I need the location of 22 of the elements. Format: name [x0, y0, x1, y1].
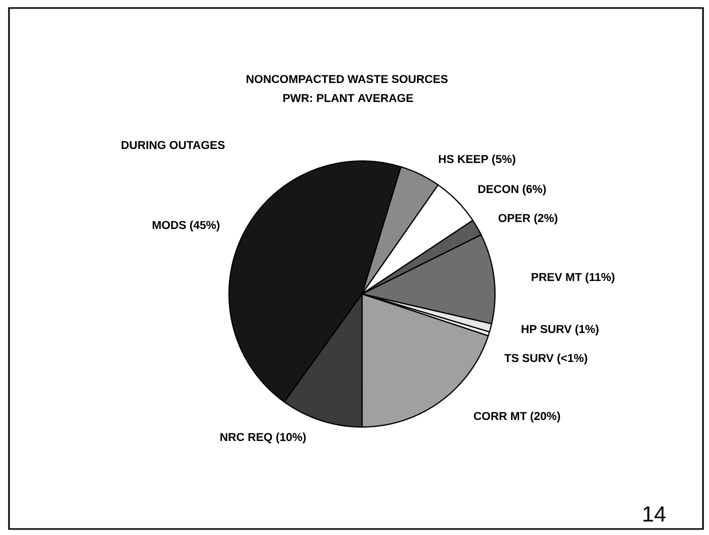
slice-label: OPER — [498, 214, 530, 222]
slice-label: NRC REQ — [220, 432, 272, 444]
data-label: (20%) — [530, 412, 560, 422]
text: 14 — [643, 506, 666, 522]
chart-subtitle: PWR: PLANT AVERAGE — [283, 94, 414, 102]
slice-label: MODS — [152, 220, 186, 230]
data-label: (5%) — [492, 154, 516, 166]
data-label: (1%) — [575, 324, 598, 336]
slice-label: CORR MT — [474, 412, 527, 420]
data-label: (11%) — [586, 272, 614, 284]
data-label: (<1%) — [557, 354, 588, 364]
text: DURING OUTAGES — [122, 140, 225, 150]
slice-label: DECON — [478, 184, 518, 194]
data-label: (45%) — [190, 220, 220, 232]
slice-label: TS SURV — [504, 354, 554, 362]
chart-title: NONCOMPACTED WASTE SOURCES — [246, 74, 448, 84]
slice-label: HS KEEP — [438, 154, 488, 164]
data-label: (6%) — [522, 184, 546, 196]
data-label: (2%) — [534, 214, 558, 224]
slice-label: HP SURV — [522, 324, 572, 334]
data-label: (10%) — [276, 432, 306, 444]
slice-label: PREV MT — [532, 273, 582, 281]
